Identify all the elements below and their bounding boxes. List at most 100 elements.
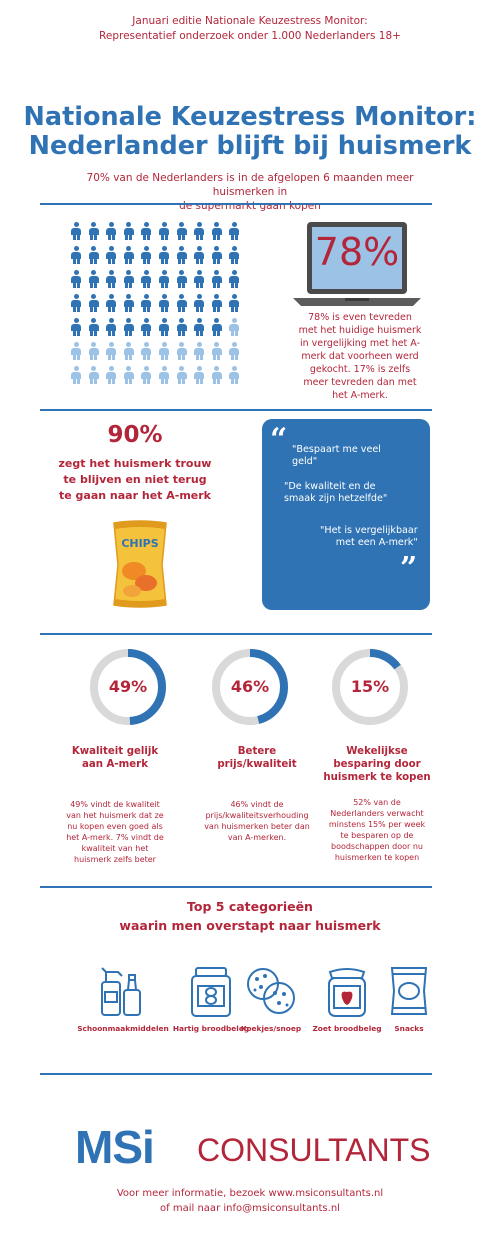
top5-heading: Top 5 categorieën waarin men overstapt n… xyxy=(0,897,500,935)
stat-description-line: van het huismerk dat ze xyxy=(66,811,164,820)
peanut-butter-jar-icon xyxy=(191,967,231,1017)
person-icon xyxy=(123,246,135,264)
stat-percentage: 15% xyxy=(350,677,390,696)
person-icon xyxy=(228,294,240,312)
open-quote-icon: “ xyxy=(270,422,288,457)
person-icon xyxy=(140,366,152,384)
person-icon xyxy=(211,222,223,240)
stat-description-line: van huismerken beter dan xyxy=(204,822,310,831)
loyalty-line-3: te gaan naar het A-merk xyxy=(59,489,211,502)
stat-percentage: 46% xyxy=(230,677,270,696)
stat-description: 52% van de Nederlanders verwacht minstens … xyxy=(317,797,437,863)
divider xyxy=(40,1073,432,1075)
research-line: Representatief onderzoek onder 1.000 Ned… xyxy=(99,30,401,42)
cleaning-products-icon xyxy=(101,967,141,1016)
person-icon xyxy=(123,222,135,240)
stat-percentage: 49% xyxy=(108,677,148,696)
loyalty-percentage: 90% xyxy=(107,422,163,448)
person-icon xyxy=(158,222,170,240)
person-icon xyxy=(123,270,135,288)
person-icon xyxy=(88,318,100,336)
stat-heading-line: Kwaliteit gelijk xyxy=(71,746,159,757)
quote-3: "Het is vergelijkbaar met een A-merk" xyxy=(320,525,418,549)
person-icon xyxy=(158,246,170,264)
person-icon xyxy=(123,294,135,312)
chips-bag-icon xyxy=(390,967,428,1015)
stat-description: 49% vindt de kwaliteit van het huismerk d… xyxy=(55,799,175,865)
person-icon xyxy=(70,318,82,336)
logo-msi: MSi xyxy=(75,1121,155,1173)
person-icon xyxy=(123,366,135,384)
person-icon xyxy=(228,222,240,240)
person-icon xyxy=(88,294,100,312)
quote-2-line-2: smaak zijn hetzelfde" xyxy=(284,493,388,504)
loyalty-line-2: te blijven en niet terug xyxy=(63,473,207,486)
person-icon xyxy=(105,342,117,360)
person-icon xyxy=(70,246,82,264)
stat-description-line: het A-merk. 7% vindt de xyxy=(66,833,164,842)
person-icon xyxy=(105,222,117,240)
person-icon xyxy=(140,270,152,288)
progress-ring-fill xyxy=(212,649,288,725)
stat-description-line: huismerken te kopen xyxy=(334,853,420,862)
person-icon xyxy=(140,294,152,312)
person-icon xyxy=(70,270,82,288)
msi-consultants-logo: MSi CONSULTANTS xyxy=(75,1122,445,1172)
person-icon xyxy=(193,222,205,240)
person-icon xyxy=(228,246,240,264)
divider xyxy=(40,633,432,635)
stat-heading: Kwaliteit gelijk aan A-merk xyxy=(55,745,175,771)
person-icon xyxy=(140,318,152,336)
quote-1: "Bespaart me veel geld" xyxy=(292,444,381,468)
edition-line: Januari editie Nationale Keuzestress Mon… xyxy=(132,15,368,27)
person-icon xyxy=(158,366,170,384)
footer-website[interactable]: Voor meer informatie, bezoek www.msicons… xyxy=(116,1188,384,1199)
page-title: Nationale Keuzestress Monitor: Nederland… xyxy=(0,103,500,161)
divider xyxy=(40,203,432,205)
category-label: Schoonmaakmiddelen xyxy=(77,1024,169,1033)
stat-description-line: kwaliteit van het xyxy=(81,844,149,853)
person-icon xyxy=(211,270,223,288)
person-icon xyxy=(105,294,117,312)
chips-label: CHIPS xyxy=(121,537,158,550)
person-icon xyxy=(176,318,188,336)
person-icon xyxy=(211,366,223,384)
person-icon xyxy=(228,366,240,384)
person-icon xyxy=(88,222,100,240)
person-icon xyxy=(70,342,82,360)
loyalty-line-1: zegt het huismerk trouw xyxy=(58,457,212,470)
stat-description-line: boodschappen door nu xyxy=(330,842,423,851)
person-icon xyxy=(88,342,100,360)
category-label: Hartig broodbeleg xyxy=(172,1024,250,1033)
quote-2-line-1: "De kwaliteit en de xyxy=(284,481,376,492)
person-icon xyxy=(70,366,82,384)
person-icon xyxy=(158,318,170,336)
stat-description-line: 52% van de xyxy=(353,798,401,807)
loyalty-text: zegt het huismerk trouw te blijven en ni… xyxy=(40,456,230,504)
stat-heading-line: huismerk te kopen xyxy=(323,772,431,783)
stat-heading-line: besparing door xyxy=(333,759,421,770)
person-icon xyxy=(105,366,117,384)
person-icon xyxy=(140,246,152,264)
progress-ring xyxy=(332,649,408,725)
person-icon xyxy=(158,294,170,312)
person-icon xyxy=(158,342,170,360)
stat-description-line: minstens 15% per week xyxy=(328,820,426,829)
person-icon xyxy=(70,222,82,240)
stat-description-line: nu kopen even goed als xyxy=(67,822,163,831)
person-icon xyxy=(176,222,188,240)
person-icon xyxy=(176,294,188,312)
jam-jar-icon xyxy=(328,968,366,1017)
category-label: Snacks xyxy=(394,1024,424,1033)
person-icon xyxy=(70,294,82,312)
footer-email[interactable]: of mail naar info@msiconsultants.nl xyxy=(160,1203,340,1214)
person-icon xyxy=(140,342,152,360)
stat-description-line: 49% vindt de kwaliteit xyxy=(70,800,160,809)
person-icon xyxy=(176,366,188,384)
title-line-2: Nederlander blijft bij huismerk xyxy=(28,131,472,161)
stat-heading: Wekelijkse besparing door huismerk te kope… xyxy=(317,745,437,784)
person-icon xyxy=(123,342,135,360)
subtitle-line-1: 70% van de Nederlanders is in de afgelop… xyxy=(86,172,414,198)
quote-1-line-1: "Bespaart me veel xyxy=(292,444,381,455)
quote-1-line-2: geld" xyxy=(292,456,318,467)
